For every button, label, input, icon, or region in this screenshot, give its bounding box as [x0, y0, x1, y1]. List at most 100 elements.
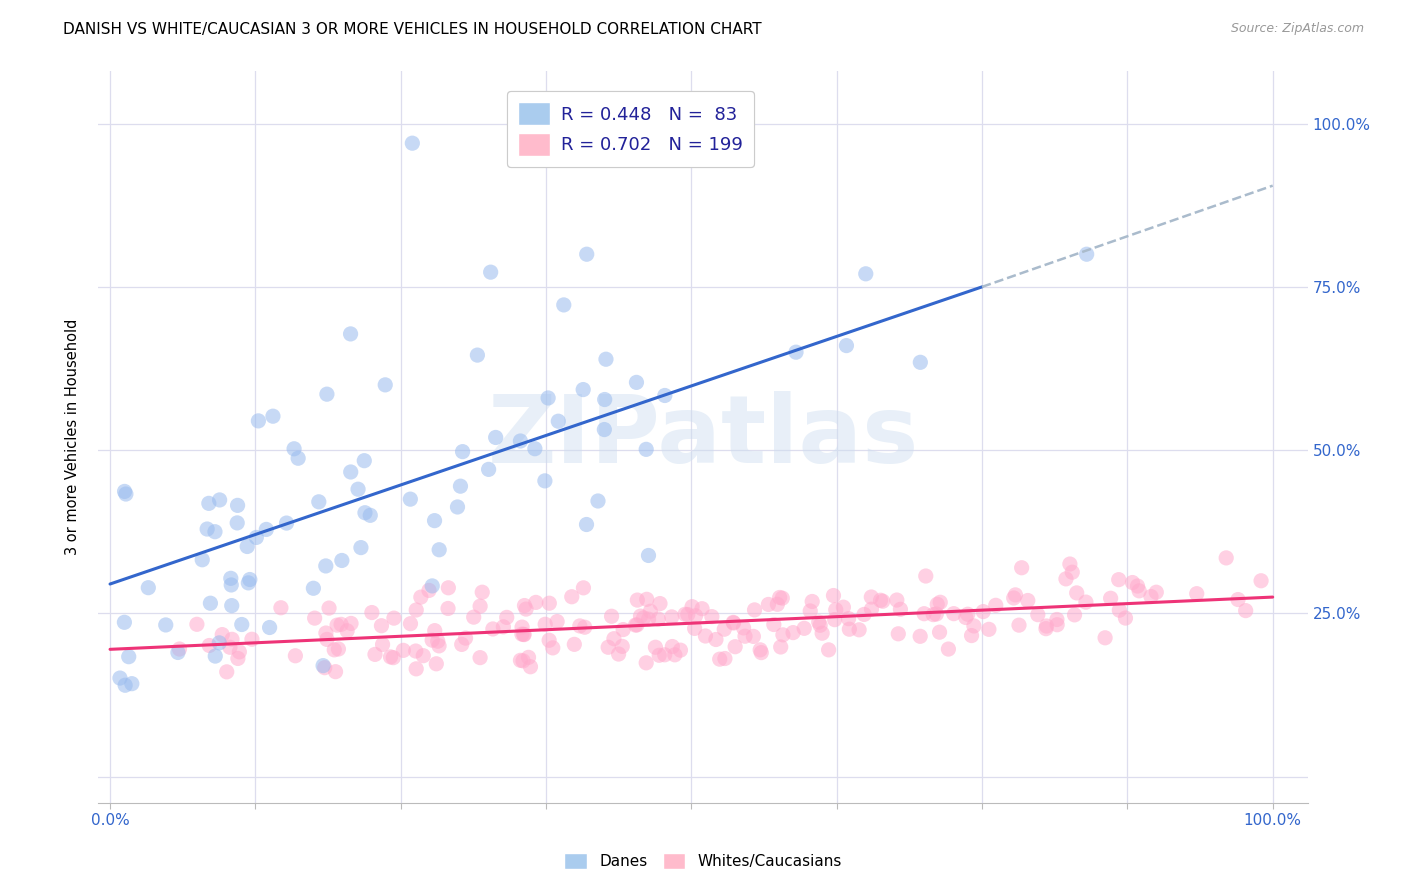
Point	[963, 619, 986, 633]
Point	[977, 623, 1000, 637]
Point	[399, 492, 422, 507]
Point	[561, 590, 583, 604]
Point	[425, 657, 447, 671]
Point	[770, 591, 793, 606]
Point	[1008, 618, 1031, 632]
Point	[1063, 607, 1085, 622]
Point	[350, 541, 373, 555]
Point	[482, 622, 505, 636]
Point	[538, 633, 561, 648]
Point	[312, 658, 335, 673]
Point	[929, 595, 952, 609]
Point	[562, 637, 585, 651]
Point	[270, 600, 292, 615]
Point	[889, 602, 911, 616]
Point	[1062, 566, 1084, 580]
Point	[446, 500, 468, 514]
Point	[112, 615, 135, 630]
Point	[886, 593, 908, 607]
Point	[228, 645, 250, 659]
Point	[547, 414, 569, 428]
Point	[1108, 573, 1130, 587]
Legend: Danes, Whites/Caucasians: Danes, Whites/Caucasians	[558, 847, 848, 875]
Point	[647, 612, 669, 626]
Point	[723, 615, 745, 630]
Point	[669, 643, 692, 657]
Point	[323, 643, 346, 657]
Point	[354, 506, 377, 520]
Point	[942, 607, 965, 621]
Point	[984, 599, 1007, 613]
Point	[509, 434, 531, 448]
Point	[427, 639, 450, 653]
Point	[467, 348, 489, 362]
Point	[427, 542, 450, 557]
Point	[758, 598, 780, 612]
Text: Source: ZipAtlas.com: Source: ZipAtlas.com	[1230, 22, 1364, 36]
Point	[195, 522, 218, 536]
Point	[1017, 593, 1039, 607]
Point	[534, 617, 557, 632]
Point	[640, 604, 662, 618]
Point	[114, 484, 136, 499]
Point	[336, 624, 359, 638]
Point	[245, 531, 267, 545]
Point	[198, 639, 221, 653]
Point	[302, 581, 325, 595]
Point	[838, 622, 860, 636]
Point	[401, 136, 423, 151]
Point	[515, 602, 537, 616]
Point	[513, 627, 536, 641]
Point	[318, 601, 340, 615]
Point	[956, 607, 979, 622]
Point	[607, 647, 630, 661]
Point	[509, 653, 531, 667]
Point	[479, 265, 502, 279]
Point	[766, 597, 789, 611]
Point	[510, 620, 533, 634]
Point	[744, 603, 766, 617]
Point	[1035, 619, 1057, 633]
Point	[938, 642, 960, 657]
Point	[612, 640, 634, 654]
Point	[513, 627, 536, 641]
Point	[418, 583, 440, 598]
Point	[512, 654, 534, 668]
Point	[595, 352, 617, 367]
Point	[1046, 612, 1069, 626]
Point	[204, 649, 226, 664]
Point	[221, 599, 243, 613]
Point	[568, 619, 591, 633]
Point	[648, 648, 671, 663]
Point	[537, 391, 560, 405]
Point	[405, 603, 427, 617]
Point	[955, 610, 977, 624]
Point	[598, 640, 620, 655]
Point	[1114, 611, 1136, 625]
Point	[960, 629, 983, 643]
Point	[661, 640, 683, 654]
Point	[799, 604, 821, 618]
Point	[523, 442, 546, 456]
Point	[114, 678, 136, 692]
Point	[316, 387, 339, 401]
Point	[121, 676, 143, 690]
Point	[785, 345, 807, 359]
Point	[685, 608, 707, 623]
Point	[510, 627, 533, 641]
Point	[1121, 575, 1143, 590]
Point	[1076, 247, 1098, 261]
Point	[733, 621, 755, 635]
Point	[239, 573, 262, 587]
Point	[782, 625, 804, 640]
Point	[1046, 617, 1069, 632]
Point	[534, 474, 557, 488]
Point	[1066, 586, 1088, 600]
Point	[371, 638, 394, 652]
Point	[360, 606, 382, 620]
Point	[636, 656, 658, 670]
Point	[276, 516, 298, 530]
Point	[340, 616, 363, 631]
Point	[1094, 631, 1116, 645]
Point	[412, 648, 434, 663]
